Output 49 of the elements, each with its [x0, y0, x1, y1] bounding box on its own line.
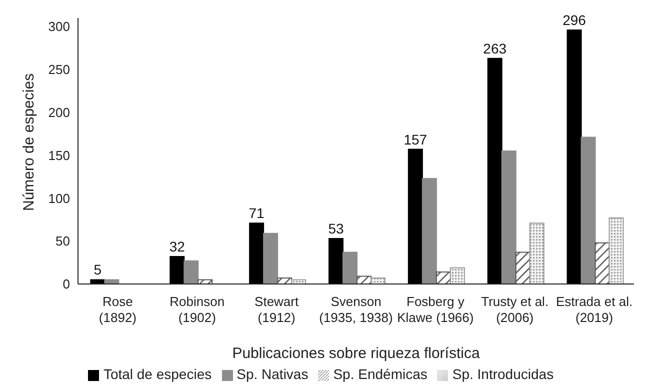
bar [184, 260, 199, 284]
x-tick-label: Robinson (1902) [170, 294, 225, 325]
y-axis-title: Número de especies [20, 73, 38, 211]
bar [580, 136, 596, 284]
legend-label: Sp. Endémicas [333, 366, 428, 382]
legend-label: Sp. Nativas [236, 366, 308, 382]
bar [342, 252, 358, 284]
y-tick-label: 300 [48, 19, 70, 34]
legend-label: Total de especies [103, 366, 212, 382]
data-label: 71 [248, 205, 265, 222]
x-tick-label: Rose (1892) [98, 294, 137, 325]
bar [104, 279, 120, 284]
data-label: 5 [94, 262, 102, 278]
x-tick-label: Estrada et al. (2019) [556, 294, 633, 325]
x-tick-label: Svenson (1935, 1938) [319, 294, 393, 325]
bar [263, 232, 278, 284]
legend-label: Sp. Introducidas [452, 366, 554, 382]
bar [487, 58, 502, 284]
bar [594, 242, 610, 284]
y-tick-label: 0 [62, 276, 70, 292]
bar [450, 267, 465, 284]
bar [291, 279, 306, 284]
y-tick-label: 150 [48, 148, 70, 163]
x-tick-label: Stewart (1912) [254, 294, 299, 325]
bar [608, 217, 624, 284]
bar [170, 256, 185, 284]
bar [249, 222, 264, 284]
bar [436, 271, 451, 284]
x-axis-title: Publicaciones sobre riqueza florística [232, 345, 480, 362]
bar [370, 277, 386, 284]
bar [501, 150, 516, 284]
bar [422, 178, 437, 284]
y-tick-label: 100 [48, 190, 70, 206]
bar [566, 30, 582, 284]
data-label: 32 [169, 238, 186, 255]
bar [408, 148, 423, 284]
data-label: 53 [328, 220, 344, 237]
bar [515, 252, 530, 284]
bar [198, 279, 213, 284]
y-tick-label: 250 [48, 62, 70, 78]
bar [328, 238, 344, 284]
data-label: 296 [562, 12, 586, 28]
y-tick-label: 50 [56, 234, 70, 249]
data-label: 157 [404, 131, 428, 148]
y-tick-label: 200 [48, 105, 70, 120]
bar [529, 222, 544, 284]
data-label: 263 [483, 40, 507, 56]
x-tick-label: Fosberg y Klawe (1966) [397, 294, 474, 325]
x-tick-label: Trusty et al. (2006) [481, 294, 549, 325]
